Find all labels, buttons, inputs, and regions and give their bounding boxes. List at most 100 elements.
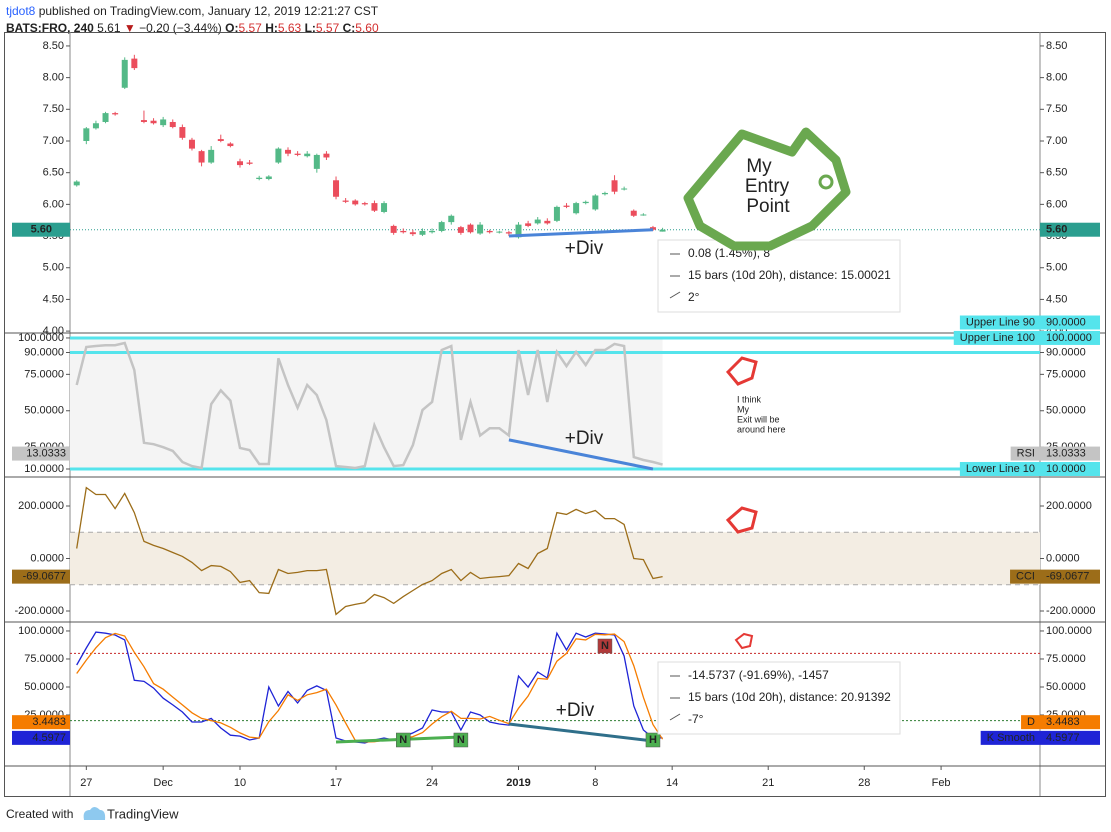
x-tick-label: 17 (330, 777, 342, 789)
divergence-label: +Div (556, 700, 595, 721)
candle-body (659, 229, 666, 232)
x-tick-label: 21 (762, 777, 774, 789)
price-label-right: 5.60 (1046, 224, 1067, 236)
candle-body (544, 220, 551, 224)
y-tick-label-right: 200.0000 (1046, 500, 1092, 512)
ohlc-value: 5.63 (278, 21, 302, 35)
signal-label: N (457, 734, 465, 746)
candle-body (92, 123, 99, 129)
candle-body (227, 143, 234, 147)
plot-layers: 4.004.004.504.505.005.005.505.506.006.00… (12, 40, 1100, 789)
level-name: Upper Line 90 (966, 316, 1035, 328)
trend-line (508, 722, 654, 743)
ohlc-label: H: (265, 21, 278, 35)
hand-icon (725, 356, 758, 386)
candle-body (198, 151, 205, 163)
pointing-hand (683, 127, 851, 251)
price-box-left (12, 222, 70, 237)
trend-line (508, 438, 654, 471)
candle-body (640, 214, 647, 216)
y-tick-label-right: 90.0000 (1046, 346, 1086, 358)
candle-body (246, 162, 253, 164)
x-tick-label: Dec (153, 777, 173, 789)
symbol: BATS:FRO, 240 (6, 21, 94, 35)
candle-body (236, 161, 243, 166)
candle-body (630, 210, 637, 216)
callout-text: Entry (745, 176, 790, 197)
y-tick-label-left: 100.0000 (18, 625, 64, 637)
candle-body (515, 224, 522, 238)
y-tick-label-right: 7.00 (1046, 135, 1067, 147)
y-tick-label-right: 6.50 (1046, 167, 1067, 179)
level-value: 100.0000 (1046, 332, 1092, 344)
last-value-box-left (12, 446, 70, 461)
measure-text: 15 bars (10d 20h), distance: 20.91392 (688, 690, 891, 704)
measure-text: -14.5737 (-91.69%), -1457 (688, 668, 829, 682)
y-tick-label-left: 8.00 (43, 72, 64, 84)
y-tick-label-left: 5.00 (43, 262, 64, 274)
candle-body (467, 224, 474, 233)
y-tick-label-left: 75.0000 (24, 653, 64, 665)
level-box (959, 315, 1100, 330)
tag-hole (818, 174, 834, 190)
ohlc-value: 5.57 (316, 21, 340, 35)
rsi-shade (70, 337, 663, 469)
note-text: Exit will be (737, 414, 780, 424)
price-box-right (1040, 222, 1100, 237)
candle-body (304, 153, 311, 157)
divergence-label: +Div (565, 428, 604, 449)
last-value-right: 13.0333 (1046, 447, 1086, 459)
candle-body (553, 206, 560, 221)
last-value-left: -69.0677 (23, 571, 66, 583)
candle-body (477, 224, 484, 234)
note-text: around here (737, 424, 786, 434)
y-tick-label-left: 7.50 (43, 103, 64, 115)
y-tick-label-left: 50.0000 (24, 681, 64, 693)
level-name: Upper Line 100 (960, 332, 1035, 344)
y-tick-label-right: 100.0000 (1046, 625, 1092, 637)
y-tick-label-left: 4.00 (43, 325, 64, 337)
footer-brand: TradingView (107, 806, 179, 821)
red-hand-icons (725, 356, 758, 650)
y-tick-label-right: 6.00 (1046, 198, 1067, 210)
candle-body (505, 232, 512, 234)
y-tick-label-left: 200.0000 (18, 500, 64, 512)
candle-body (169, 121, 176, 128)
measure-text: 2° (688, 290, 700, 304)
candle-body (285, 149, 292, 154)
divergence-label: +Div (565, 238, 604, 259)
x-tick-label: 2019 (506, 777, 530, 789)
candle-body (649, 227, 656, 230)
measure-text: -7° (688, 712, 704, 726)
candle-body (179, 127, 186, 138)
candle-body (208, 149, 215, 163)
x-tick-label: 8 (592, 777, 598, 789)
y-tick-label-right: 8.50 (1046, 40, 1067, 52)
y-tick-label-right: 0.0000 (1046, 552, 1080, 564)
last-value-box-right (1010, 569, 1100, 584)
ohlc-label: O: (225, 21, 238, 35)
y-tick-label-right: 75.0000 (1046, 368, 1086, 380)
signal-marker (597, 638, 613, 654)
last-price: 5.61 (97, 21, 121, 35)
candle-body (102, 113, 109, 122)
last-value-right: 4.5977 (1046, 732, 1080, 744)
y-tick-label-left: 100.0000 (18, 332, 64, 344)
y-tick-label-left: 8.50 (43, 40, 64, 52)
y-tick-label-right: 8.00 (1046, 72, 1067, 84)
publish-line: tjdot8 published on TradingView.com, Jan… (6, 4, 379, 18)
last-value-left: 13.0333 (26, 447, 66, 459)
candle-body (409, 232, 416, 235)
y-tick-label-left: 50.0000 (24, 405, 64, 417)
price-label-left: 5.60 (31, 224, 52, 236)
y-tick-label-right: 50.0000 (1046, 405, 1086, 417)
last-value-box-right (980, 730, 1100, 745)
last-value-box-left (12, 730, 70, 745)
candle-body (313, 154, 320, 169)
last-value-box-left (12, 715, 70, 730)
candle-body (525, 223, 532, 226)
y-tick-label-left: 10.0000 (24, 463, 64, 475)
last-value-box-right (1021, 715, 1100, 730)
y-tick-label-left: 6.00 (43, 198, 64, 210)
y-tick-label-left: -200.0000 (14, 605, 64, 617)
